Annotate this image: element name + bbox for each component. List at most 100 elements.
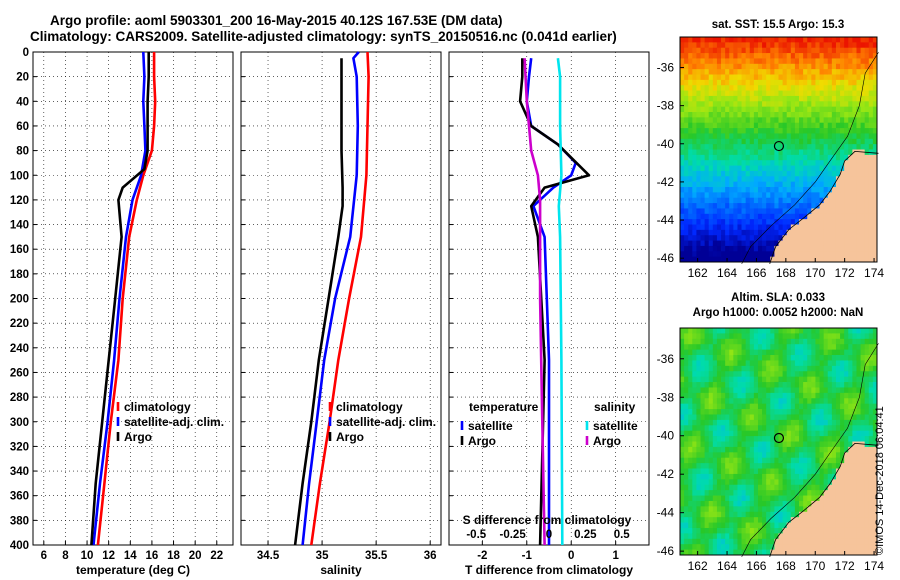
sst-map-xtick-label: 162 bbox=[688, 266, 708, 280]
map-cell bbox=[799, 452, 804, 459]
map-cell bbox=[725, 203, 730, 209]
map-cell bbox=[708, 479, 714, 486]
map-cell bbox=[729, 511, 734, 518]
map-cell bbox=[770, 256, 775, 263]
map-cell bbox=[790, 58, 796, 65]
sst-map-argo-marker bbox=[773, 140, 785, 152]
map-cell bbox=[778, 479, 783, 486]
map-cell bbox=[688, 58, 693, 65]
map-cell bbox=[860, 219, 866, 225]
map-cell bbox=[708, 245, 714, 252]
map-cell bbox=[786, 128, 792, 134]
map-cell bbox=[811, 37, 816, 43]
map-cell bbox=[819, 256, 825, 263]
map-cell bbox=[712, 436, 718, 442]
map-cell bbox=[794, 549, 800, 556]
map-cell bbox=[684, 544, 689, 550]
map-cell bbox=[725, 224, 730, 231]
map-cell bbox=[721, 522, 726, 529]
map-cell bbox=[778, 224, 783, 231]
map-cell bbox=[860, 154, 866, 161]
map-cell bbox=[737, 154, 742, 161]
map-cell bbox=[733, 69, 738, 75]
map-cell bbox=[794, 106, 800, 113]
map-cell bbox=[729, 197, 734, 204]
map-cell bbox=[823, 511, 829, 518]
map-cell bbox=[770, 463, 775, 469]
difference-xtick-top-label: 0 bbox=[546, 529, 552, 541]
map-cell bbox=[712, 95, 718, 102]
map-cell bbox=[852, 349, 857, 356]
map-cell bbox=[745, 490, 751, 496]
map-cell bbox=[745, 349, 751, 356]
map-cell bbox=[725, 371, 730, 378]
map-cell bbox=[762, 101, 767, 108]
map-cell bbox=[778, 213, 783, 220]
map-cell bbox=[819, 382, 825, 388]
map-cell bbox=[712, 85, 718, 91]
map-cell bbox=[856, 203, 861, 209]
map-cell bbox=[680, 181, 685, 188]
map-cell bbox=[737, 170, 742, 177]
map-cell bbox=[782, 63, 788, 70]
map-cell bbox=[848, 90, 853, 97]
map-cell bbox=[745, 181, 751, 188]
map-cell bbox=[704, 484, 710, 491]
map-cell bbox=[708, 463, 714, 469]
map-cell bbox=[823, 468, 829, 475]
map-cell bbox=[807, 409, 812, 415]
map-cell bbox=[716, 144, 722, 150]
map-cell bbox=[753, 446, 759, 453]
map-cell bbox=[815, 398, 820, 405]
map-cell bbox=[848, 376, 853, 383]
map-cell bbox=[680, 436, 685, 442]
map-cell bbox=[840, 90, 845, 97]
map-cell bbox=[753, 338, 759, 345]
map-cell bbox=[766, 463, 771, 469]
map-cell bbox=[749, 495, 755, 502]
map-cell bbox=[737, 468, 742, 475]
map-cell bbox=[749, 333, 755, 340]
map-cell bbox=[803, 495, 808, 502]
map-cell bbox=[770, 522, 775, 529]
map-cell bbox=[835, 144, 841, 150]
map-cell bbox=[721, 235, 726, 241]
map-cell bbox=[753, 403, 759, 410]
map-cell bbox=[786, 69, 792, 75]
map-cell bbox=[716, 457, 722, 464]
map-cell bbox=[840, 463, 845, 469]
map-cell bbox=[782, 101, 788, 108]
map-cell bbox=[688, 197, 693, 204]
map-cell bbox=[790, 527, 796, 534]
map-cell bbox=[868, 235, 874, 241]
map-cell bbox=[819, 144, 825, 150]
map-cell bbox=[688, 133, 693, 140]
map-cell bbox=[696, 392, 701, 399]
map-cell bbox=[778, 414, 783, 421]
map-cell bbox=[733, 85, 738, 91]
map-cell bbox=[704, 85, 710, 91]
map-cell bbox=[700, 224, 706, 231]
map-cell bbox=[729, 344, 734, 351]
map-cell bbox=[835, 79, 841, 86]
map-cell bbox=[716, 344, 722, 351]
map-cell bbox=[848, 229, 853, 236]
map-cell bbox=[700, 138, 706, 145]
map-cell bbox=[753, 95, 759, 102]
map-cell bbox=[831, 144, 837, 150]
map-cell bbox=[856, 419, 861, 426]
map-cell bbox=[778, 506, 783, 513]
map-cell bbox=[680, 376, 685, 383]
map-cell bbox=[725, 398, 730, 405]
map-cell bbox=[774, 128, 779, 134]
map-cell bbox=[835, 425, 841, 432]
map-cell bbox=[790, 473, 796, 480]
map-cell bbox=[819, 398, 825, 405]
map-cell bbox=[737, 495, 742, 502]
map-cell bbox=[774, 149, 779, 156]
map-cell bbox=[848, 409, 853, 415]
map-cell bbox=[749, 235, 755, 241]
map-cell bbox=[790, 328, 796, 334]
map-cell bbox=[716, 425, 722, 432]
